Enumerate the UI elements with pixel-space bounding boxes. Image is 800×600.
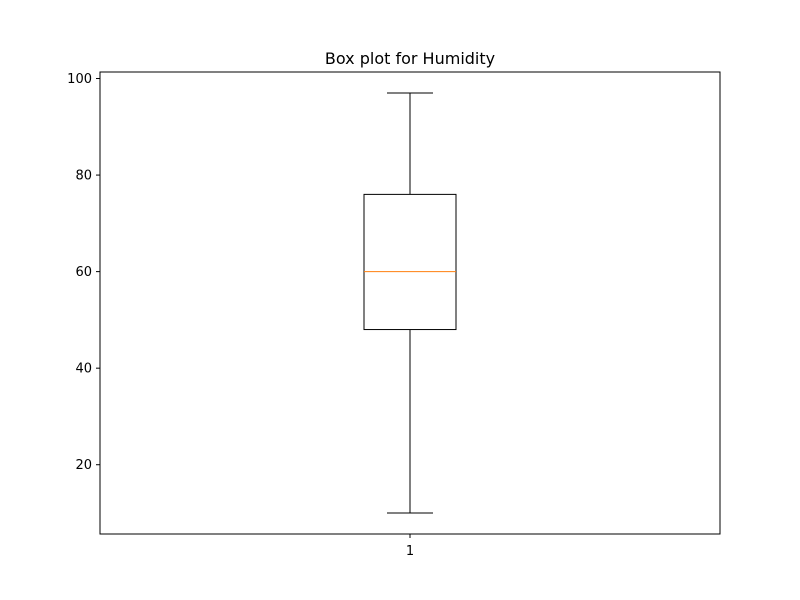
y-tick-label: 80 <box>75 169 92 184</box>
y-tick-label: 100 <box>67 72 92 87</box>
x-tick-label: 1 <box>406 544 414 559</box>
chart-title: Box plot for Humidity <box>325 49 495 68</box>
axes-frame <box>99 71 721 535</box>
y-tick-label: 40 <box>75 362 92 377</box>
interquartile-box <box>363 193 457 331</box>
boxes-layer <box>363 92 457 514</box>
ticks-layer: 20 40 60 80 100 1 <box>67 72 414 559</box>
y-tick-label: 60 <box>75 265 92 280</box>
y-tick-label: 20 <box>75 458 92 473</box>
